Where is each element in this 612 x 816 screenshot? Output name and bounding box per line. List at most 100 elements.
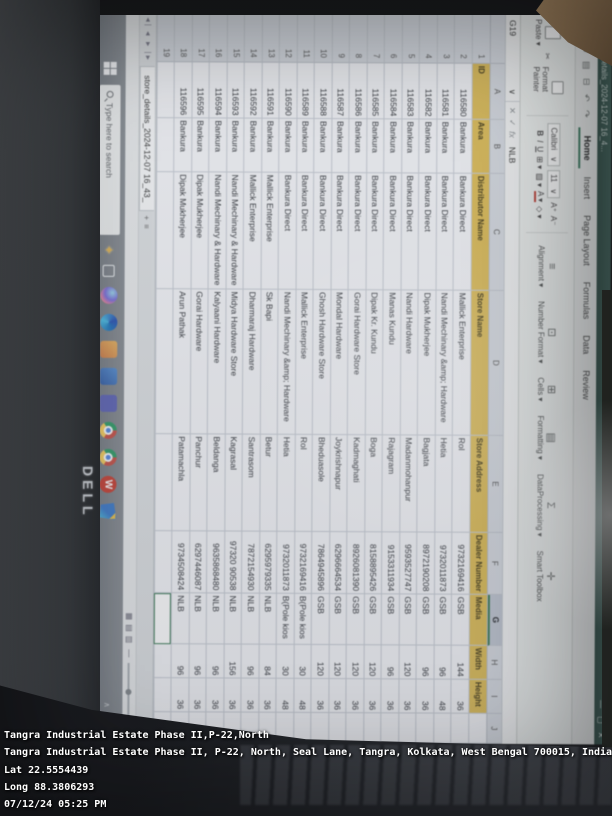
search-input[interactable]: Type here to search [98,84,121,235]
cell[interactable]: Bankura Direct [383,173,402,291]
cell[interactable]: 116590 [278,62,297,119]
cell[interactable]: Midya Hardware Store [224,289,244,435]
mail-icon[interactable] [100,367,118,385]
cells-button[interactable]: ⊞ Cells ▾ [535,377,558,402]
cell[interactable]: 48 [275,678,294,713]
cell[interactable]: 36 [205,678,224,713]
cell[interactable]: 96 [241,644,259,679]
cell[interactable]: 36 [363,679,382,714]
cell[interactable]: Nandi Mechinary &amp; Hardware [277,289,296,435]
cell[interactable]: Bankura [226,118,244,173]
cell[interactable]: 36 [310,678,329,714]
cell[interactable]: NLB [188,593,207,645]
cell[interactable] [156,62,175,119]
cell[interactable]: NLB [223,593,242,645]
cell[interactable]: Bankura [348,119,367,174]
cell[interactable]: NLB [241,593,259,645]
italic-button[interactable]: I [535,140,545,143]
view-mode-icon[interactable]: ▤ [124,624,134,632]
cell[interactable]: 36 [258,678,277,713]
cut-button[interactable]: ✂ [524,53,572,60]
menu-tab-home[interactable]: Home [578,127,595,169]
cell[interactable]: 116594 [208,62,227,119]
sheet-nav-buttons[interactable]: ◄| ◄ ► |► [144,16,152,63]
cell[interactable]: 120 [328,645,347,680]
cell[interactable]: 9734508424 [171,531,190,594]
view-mode-icon[interactable]: ▥ [124,635,134,644]
cell[interactable]: NLB [171,593,189,645]
header-cell[interactable]: Distributor Name [470,173,490,291]
bold-button[interactable]: B [535,130,545,137]
cell[interactable]: Mondal Hardware [329,290,349,436]
fx-icon[interactable]: fx [507,131,518,138]
start-button[interactable] [103,61,117,75]
cell[interactable]: 116591 [261,62,280,119]
cell[interactable]: 36 [188,678,207,713]
cell[interactable]: Nandi Mechinary & Hardware [225,172,244,290]
cell[interactable]: 96 [188,644,207,679]
cell[interactable]: 6296664534 [328,532,347,595]
cell[interactable]: 116596 [173,62,192,119]
cell[interactable]: Bankura [261,118,279,173]
header-cell[interactable]: Store Address [469,435,488,533]
header-cell[interactable]: Media [468,594,487,646]
row-number[interactable]: 9 [331,13,350,64]
cell[interactable]: Kadmaghati [346,435,365,533]
column-header-B[interactable]: B [490,119,505,174]
wps-office-icon[interactable] [99,503,116,520]
cell[interactable]: Bankura [208,118,227,173]
row-number[interactable]: 10 [314,12,333,64]
cell[interactable]: Bankura Direct [348,173,367,291]
cell[interactable]: 84 [258,644,277,679]
cell[interactable]: Bankura [173,118,192,173]
cell[interactable]: 36 [380,679,399,714]
cell[interactable]: 116583 [401,63,420,120]
row-number[interactable]: 17 [191,12,210,63]
cell[interactable]: Santrasom [241,434,260,532]
cell[interactable]: 36 [223,678,242,713]
cell[interactable]: 8158895426 [363,532,382,595]
row-number[interactable]: 2 [454,13,473,64]
cell[interactable]: GSB [328,594,347,646]
cell[interactable]: Dipak Mukherjee [417,290,436,436]
cell[interactable]: NLB [258,593,277,645]
cell[interactable]: 116588 [313,62,332,120]
cell[interactable]: Bankura [296,118,314,173]
cell[interactable]: Bankura Direct [295,172,314,290]
cell[interactable]: 96 [433,645,452,680]
cell[interactable]: 48 [433,679,452,714]
copilot-sparkle-icon[interactable]: ✦ [102,244,117,255]
cell[interactable]: Bankura Direct [453,173,472,291]
zoom-out-button[interactable]: — [124,649,134,658]
cell[interactable]: Bankura [243,118,262,173]
chrome-icon[interactable] [99,421,117,439]
header-cell[interactable]: Store Name [469,290,489,436]
cell[interactable]: Panchur [189,434,208,532]
row-number[interactable]: 12 [279,12,298,63]
cell[interactable]: 30 [293,644,312,679]
header-cell[interactable]: Area [471,119,490,174]
smart-toolbox-button[interactable]: ✛ Smart Toolbox [534,550,557,602]
cell[interactable]: 36 [450,679,469,714]
formula-bar-value[interactable]: NLB [507,146,518,164]
cell[interactable] [156,118,174,173]
cell[interactable]: Manas Kundu [382,290,401,436]
header-cell[interactable]: ID [471,63,490,120]
header-cell[interactable]: Dealer Number [468,532,488,595]
cell[interactable]: Nandi Mechinary &amp; Hardware [434,290,454,436]
cell[interactable]: 97320 90538 [223,531,242,594]
cell[interactable]: NLB [206,593,224,645]
cell[interactable] [153,678,172,713]
header-cell[interactable]: Height [468,679,487,714]
grow-font-button[interactable]: A⁺ [548,202,559,212]
column-header-D[interactable]: D [488,290,504,436]
cell[interactable]: Arun Pathak [172,289,191,435]
menu-tab-page-layout[interactable]: Page Layout [581,215,592,266]
menu-tab-data[interactable]: Data [581,335,592,355]
cell[interactable]: Boga [364,435,383,533]
row-number[interactable]: 13 [261,12,280,63]
cell[interactable]: Bankura Direct [278,172,297,290]
menu-tab-formulas[interactable]: Formulas [581,281,592,320]
view-mode-icon[interactable]: ▦ [124,612,134,621]
underline-button[interactable]: U [535,146,545,153]
